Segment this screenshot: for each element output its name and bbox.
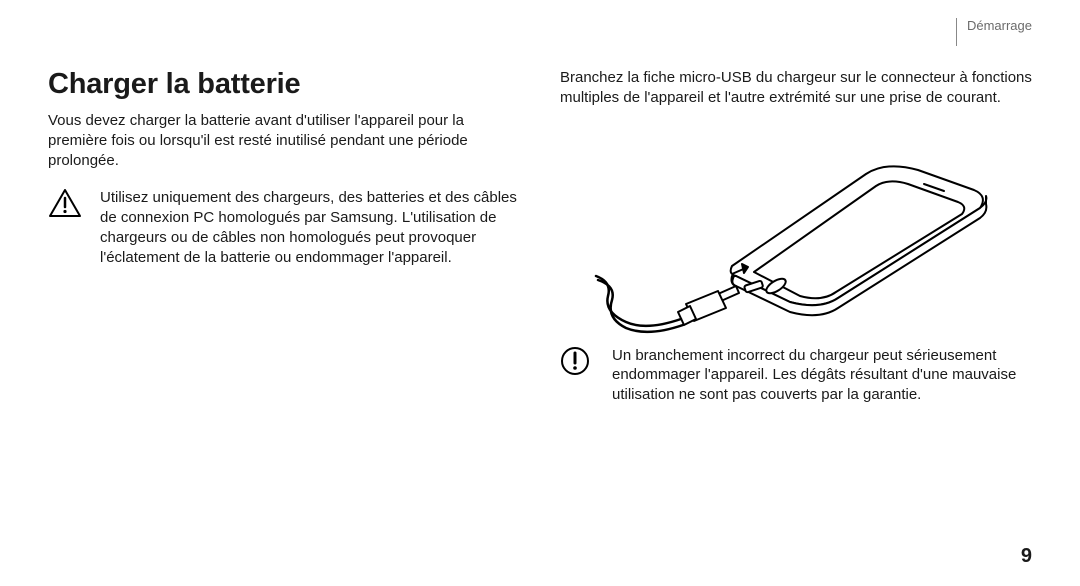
caution-text: Utilisez uniquement des chargeurs, des b… xyxy=(100,188,520,267)
warning-note: Un branchement incorrect du chargeur peu… xyxy=(560,346,1032,405)
caution-note: Utilisez uniquement des chargeurs, des b… xyxy=(48,188,520,267)
header-section-label: Démarrage xyxy=(967,18,1032,33)
warning-icon xyxy=(560,346,598,405)
page-number: 9 xyxy=(1021,545,1032,568)
intro-paragraph: Vous devez charger la batterie avant d'u… xyxy=(48,111,520,170)
charging-figure xyxy=(560,126,1032,336)
content-columns: Charger la batterie Vous devez charger l… xyxy=(48,68,1032,566)
warning-text: Un branchement incorrect du chargeur peu… xyxy=(612,346,1032,405)
caution-icon xyxy=(48,188,86,267)
header-section: Démarrage xyxy=(956,18,1032,46)
page-title: Charger la batterie xyxy=(48,68,520,101)
left-column: Charger la batterie Vous devez charger l… xyxy=(48,68,520,566)
intro2-paragraph: Branchez la fiche micro-USB du chargeur … xyxy=(560,68,1032,108)
right-column: Branchez la fiche micro-USB du chargeur … xyxy=(560,68,1032,566)
